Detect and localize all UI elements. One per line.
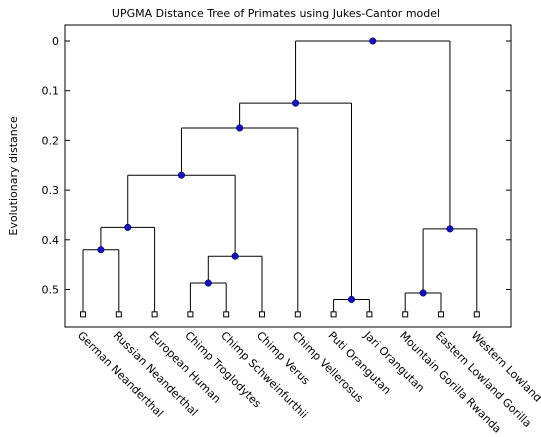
- y-tick-label: 0.4: [42, 234, 60, 247]
- leaf-node: [260, 312, 265, 317]
- y-tick-label: 0.1: [42, 85, 60, 98]
- internal-node: [124, 224, 131, 231]
- internal-node: [292, 100, 299, 107]
- y-tick-label: 0: [52, 35, 59, 48]
- leaf-node: [81, 312, 86, 317]
- leaf-node: [403, 312, 408, 317]
- leaf-label: Puti Orangutan: [325, 329, 393, 397]
- plot-area: [65, 25, 511, 327]
- internal-node: [98, 246, 105, 253]
- internal-node: [236, 125, 243, 132]
- internal-node: [178, 172, 185, 179]
- internal-node: [205, 280, 212, 287]
- leaf-node: [367, 312, 372, 317]
- leaf-node: [224, 312, 229, 317]
- y-tick-label: 0.3: [42, 184, 60, 197]
- leaf-node: [474, 312, 479, 317]
- internal-node: [369, 38, 376, 45]
- leaf-node: [188, 312, 193, 317]
- y-tick-label: 0.5: [42, 284, 60, 297]
- chart-title: UPGMA Distance Tree of Primates using Ju…: [112, 7, 440, 20]
- leaf-node: [331, 312, 336, 317]
- internal-node: [447, 226, 454, 233]
- y-tick-label: 0.2: [42, 134, 60, 147]
- internal-node: [348, 296, 355, 303]
- y-axis-label: Evolutionary distance: [7, 116, 20, 235]
- leaf-node: [152, 312, 157, 317]
- internal-node: [420, 290, 427, 297]
- internal-node: [232, 253, 239, 260]
- leaf-label: Jari Orangutan: [361, 328, 427, 394]
- leaf-node: [295, 312, 300, 317]
- leaf-node: [116, 312, 121, 317]
- leaf-node: [439, 312, 444, 317]
